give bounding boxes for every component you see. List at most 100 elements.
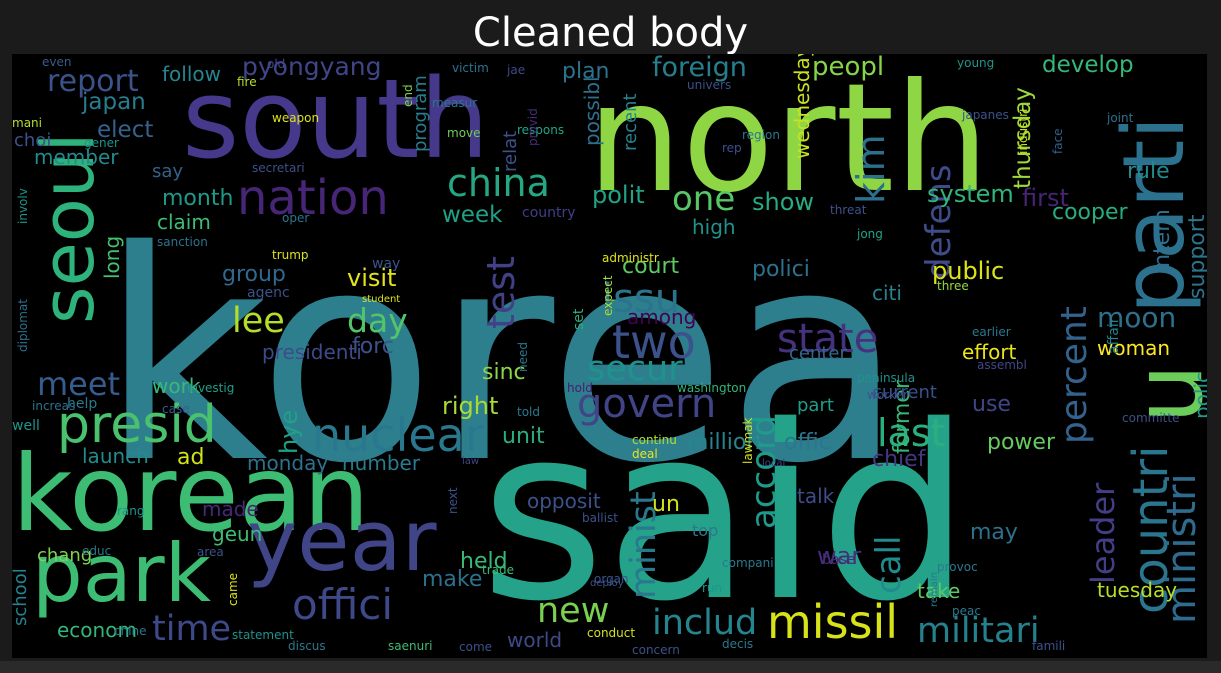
word-geun: geun xyxy=(212,522,263,546)
word-industri: industri xyxy=(1016,108,1030,154)
word-end: end xyxy=(401,84,415,107)
word-joint: joint xyxy=(1107,111,1134,125)
word-fire: fire xyxy=(237,75,257,89)
word-compani: compani xyxy=(722,556,774,570)
word-high: high xyxy=(692,215,736,239)
word-member: member xyxy=(34,145,119,169)
word-north: north xyxy=(587,54,990,226)
word-cooper: cooper xyxy=(1052,200,1128,225)
word-country: country xyxy=(522,205,576,221)
word-test: test xyxy=(479,256,523,329)
word-first: first xyxy=(1022,184,1069,212)
word-chief: chief xyxy=(872,447,926,472)
word-expect: expect xyxy=(601,275,615,316)
word-meet: meet xyxy=(37,365,121,403)
word-held: held xyxy=(460,549,508,574)
word-tuesday: tuesday xyxy=(1097,578,1178,602)
word-law: law xyxy=(462,456,480,467)
word-rang: rang xyxy=(117,504,145,518)
word-effort: effort xyxy=(962,340,1017,364)
word-area: area xyxy=(197,545,224,559)
word-provoc: provoc xyxy=(937,560,978,574)
word-committe: committe xyxy=(1122,411,1180,425)
word-young: young xyxy=(957,56,995,70)
word-new: new xyxy=(537,591,610,631)
word-lee: lee xyxy=(232,301,285,341)
word-famili: famili xyxy=(1032,639,1066,653)
word-group: group xyxy=(222,262,286,287)
word-million: million xyxy=(687,430,761,455)
word-continu: continu xyxy=(632,433,677,447)
word-washington: washington xyxy=(677,381,747,395)
word-peac: peac xyxy=(952,604,981,618)
word-leader: leader xyxy=(1084,482,1122,584)
word-say: say xyxy=(152,161,184,182)
word-month: month xyxy=(162,186,234,211)
word-secur: secur xyxy=(587,349,683,389)
word-south: south xyxy=(182,55,490,183)
word-came: came xyxy=(226,572,240,606)
word-presid: presid xyxy=(57,395,217,455)
word-foreign: foreign xyxy=(652,54,747,83)
word-top: top xyxy=(692,521,719,540)
word-current: current xyxy=(872,382,937,403)
word-agenc: agenc xyxy=(247,285,290,301)
word-local: local xyxy=(762,458,786,469)
word-korean: korean xyxy=(12,433,370,555)
word-monday: monday xyxy=(247,451,329,475)
word-move: move xyxy=(447,126,481,140)
word-forc: forc xyxy=(352,334,394,359)
word-park: park xyxy=(32,527,212,620)
word-visit: visit xyxy=(347,264,397,292)
word-assembl: assembl xyxy=(977,358,1027,372)
word-work: work xyxy=(152,374,201,398)
word-student: student xyxy=(362,294,401,305)
word-sinc: sinc xyxy=(482,360,526,385)
word-long: long xyxy=(100,235,124,279)
word-develop: develop xyxy=(1042,54,1134,78)
word-threat: threat xyxy=(830,203,867,217)
word-offic: offic xyxy=(784,430,831,455)
word-intern: intern xyxy=(1150,209,1175,274)
word-respons: respons xyxy=(517,123,565,137)
word-affair: affair xyxy=(1106,317,1122,354)
word-percent: percent xyxy=(1054,306,1095,444)
word-jae: jae xyxy=(507,63,526,77)
word-deal: deal xyxy=(632,447,658,461)
word-japanes: japanes xyxy=(962,108,1009,122)
figure-title: Cleaned body xyxy=(472,10,749,56)
word-well: well xyxy=(12,418,40,434)
word-korea: korea xyxy=(100,190,905,527)
word-center: center xyxy=(789,343,847,364)
word-old: old xyxy=(267,57,286,71)
word-administr: administr xyxy=(602,251,659,265)
word-opposit: opposit xyxy=(527,489,601,513)
word-may: may xyxy=(970,520,1018,545)
word-part: part xyxy=(797,395,834,416)
word-take: take xyxy=(917,579,961,603)
word-ad: ad xyxy=(177,445,205,470)
word-educ: educ xyxy=(82,544,112,558)
word-oper: oper xyxy=(282,211,310,225)
word-govern: govern xyxy=(577,381,717,427)
word-diplomat: diplomat xyxy=(16,299,30,352)
word-chine: chine xyxy=(114,624,147,638)
word-wednesday: wednesday xyxy=(790,54,814,159)
word-face: face xyxy=(1051,128,1065,154)
word-war: war xyxy=(817,542,862,570)
word-citi: citi xyxy=(872,281,902,305)
word-weapon: weapon xyxy=(272,111,320,125)
word-hold: hold xyxy=(567,381,593,395)
word-increas: increas xyxy=(32,399,76,413)
word-number: number xyxy=(342,451,421,475)
word-lawmak: lawmak xyxy=(741,417,755,465)
word-sanction: sanction xyxy=(157,235,208,249)
word-econom: econom xyxy=(57,618,137,642)
word-mani: mani xyxy=(12,116,42,130)
word-told: told xyxy=(517,405,540,419)
word-next: next xyxy=(446,487,460,514)
word-peninsula: peninsula xyxy=(857,371,916,385)
word-call: call xyxy=(869,535,909,594)
word-support: support xyxy=(1185,214,1207,299)
word-time: time xyxy=(152,609,232,649)
